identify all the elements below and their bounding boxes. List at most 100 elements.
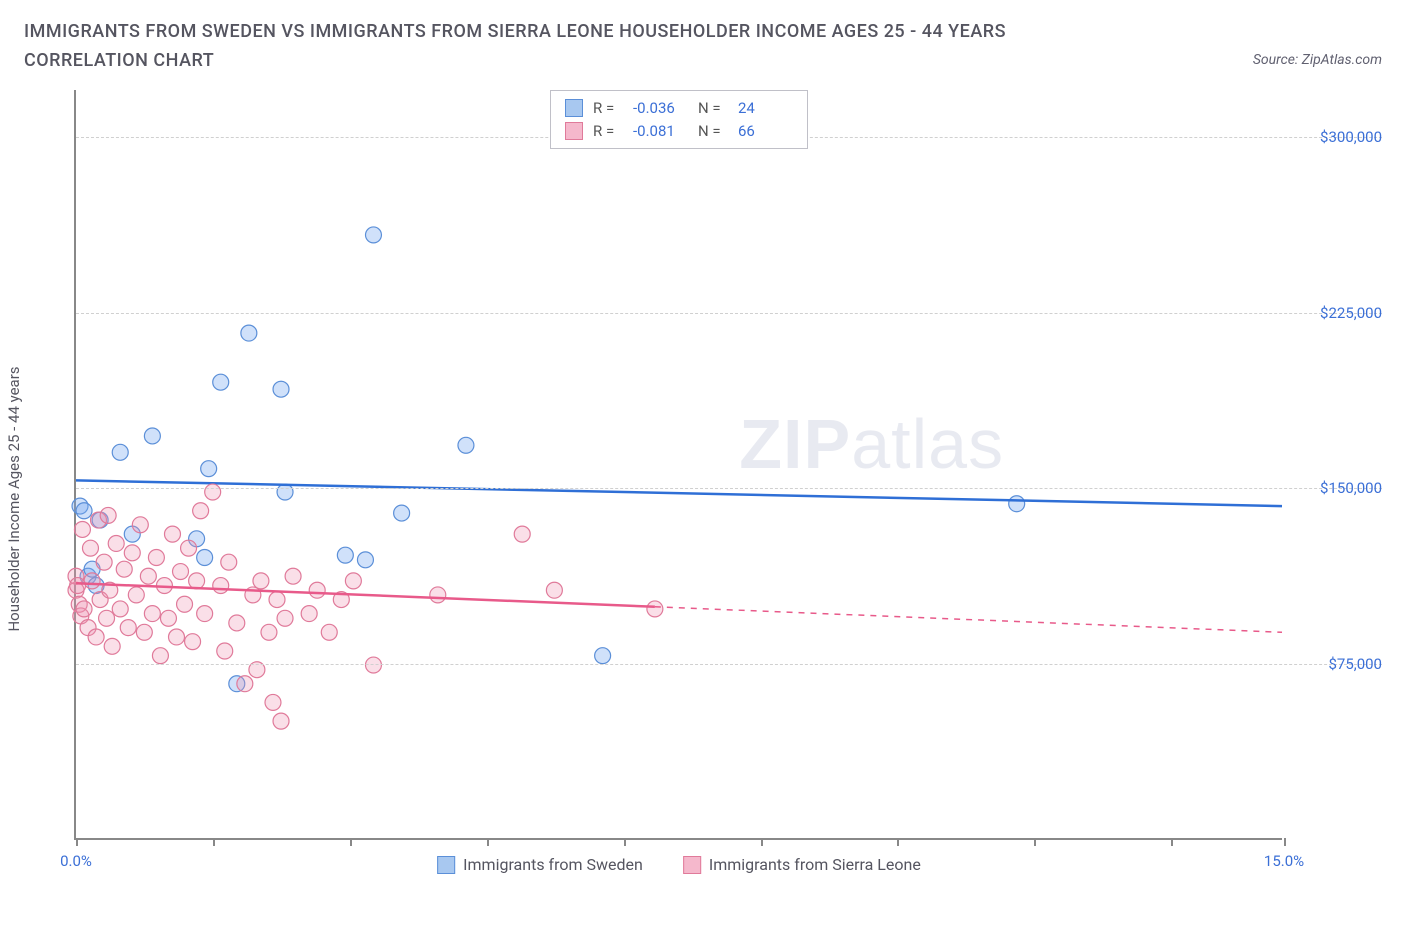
series-legend-label: Immigrants from Sierra Leone (709, 855, 921, 874)
scatter-point (193, 503, 209, 519)
chart-title: IMMIGRANTS FROM SWEDEN VS IMMIGRANTS FRO… (24, 18, 1124, 76)
scatter-point (70, 578, 86, 594)
scatter-point (201, 461, 217, 477)
y-axis-label: Householder Income Ages 25 - 44 years (5, 366, 23, 631)
gridline (76, 488, 1382, 489)
correlation-legend-row: R =-0.036N =24 (565, 97, 793, 120)
scatter-point (173, 564, 189, 580)
scatter-point (277, 484, 293, 500)
x-tick (1034, 838, 1036, 846)
scatter-point (120, 620, 136, 636)
scatter-point (164, 526, 180, 542)
legend-swatch (565, 99, 583, 117)
plot-area: ZIPatlas R =-0.036N =24R =-0.081N =66 Im… (74, 90, 1282, 840)
scatter-point (345, 573, 361, 589)
scatter-point (430, 587, 446, 603)
legend-r-value: -0.036 (633, 97, 688, 120)
scatter-point (148, 550, 164, 566)
scatter-point (546, 582, 562, 598)
series-legend: Immigrants from Sweden Immigrants from Si… (437, 855, 921, 874)
scatter-point (76, 503, 92, 519)
x-tick (897, 838, 899, 846)
scatter-point (514, 526, 530, 542)
trend-line (76, 583, 655, 607)
scatter-point (197, 606, 213, 622)
series-legend-item: Immigrants from Sweden (437, 855, 643, 874)
scatter-point (116, 561, 132, 577)
scatter-point (99, 610, 115, 626)
scatter-point (213, 374, 229, 390)
scatter-point (253, 573, 269, 589)
scatter-point (458, 437, 474, 453)
scatter-point (301, 606, 317, 622)
scatter-point (269, 592, 285, 608)
gridline (76, 313, 1382, 314)
legend-r-label: R = (593, 120, 623, 143)
series-legend-label: Immigrants from Sweden (463, 855, 643, 874)
legend-n-label: N = (698, 120, 728, 143)
scatter-point (273, 381, 289, 397)
legend-n-value: 24 (738, 97, 793, 120)
scatter-point (237, 676, 253, 692)
x-tick-label: 15.0% (1264, 852, 1304, 870)
scatter-point (124, 545, 140, 561)
chart-source: Source: ZipAtlas.com (1253, 52, 1382, 68)
scatter-point (112, 444, 128, 460)
legend-n-value: 66 (738, 120, 793, 143)
x-tick (487, 838, 489, 846)
scatter-point (160, 610, 176, 626)
scatter-point (321, 624, 337, 640)
scatter-point (100, 507, 116, 523)
scatter-point (169, 629, 185, 645)
y-tick-label: $150,000 (1287, 479, 1382, 497)
scatter-point (273, 713, 289, 729)
scatter-point (74, 521, 90, 537)
scatter-point (144, 428, 160, 444)
scatter-point (189, 573, 205, 589)
scatter-point (185, 634, 201, 650)
scatter-point (84, 573, 100, 589)
scatter-point (1009, 496, 1025, 512)
x-tick (761, 838, 763, 846)
legend-r-value: -0.081 (633, 120, 688, 143)
chart-container: Householder Income Ages 25 - 44 years ZI… (24, 90, 1382, 890)
scatter-point (152, 648, 168, 664)
scatter-point (104, 638, 120, 654)
scatter-point (136, 624, 152, 640)
x-tick (1284, 838, 1286, 846)
x-tick (624, 838, 626, 846)
trend-line-dashed (655, 607, 1282, 633)
scatter-point (128, 587, 144, 603)
scatter-point (144, 606, 160, 622)
x-tick (1171, 838, 1173, 846)
series-legend-item: Immigrants from Sierra Leone (683, 855, 921, 874)
scatter-point (309, 582, 325, 598)
legend-r-label: R = (593, 97, 623, 120)
scatter-point (217, 643, 233, 659)
x-tick (350, 838, 352, 846)
scatter-point (205, 484, 221, 500)
scatter-point (76, 601, 92, 617)
scatter-point (647, 601, 663, 617)
scatter-point (213, 578, 229, 594)
scatter-point (595, 648, 611, 664)
scatter-point (229, 615, 245, 631)
x-tick-label: 0.0% (60, 852, 92, 870)
scatter-point (394, 505, 410, 521)
scatter-point (285, 568, 301, 584)
scatter-point (221, 554, 237, 570)
scatter-point (88, 629, 104, 645)
y-tick-label: $225,000 (1287, 304, 1382, 322)
scatter-point (96, 554, 112, 570)
scatter-point (357, 552, 373, 568)
scatter-point (277, 610, 293, 626)
plot-svg (76, 90, 1282, 838)
legend-swatch (437, 856, 455, 874)
trend-line (76, 480, 1282, 506)
scatter-point (140, 568, 156, 584)
scatter-point (132, 517, 148, 533)
scatter-point (337, 547, 353, 563)
scatter-point (265, 694, 281, 710)
correlation-legend: R =-0.036N =24R =-0.081N =66 (550, 90, 808, 149)
y-tick-label: $300,000 (1287, 128, 1382, 146)
